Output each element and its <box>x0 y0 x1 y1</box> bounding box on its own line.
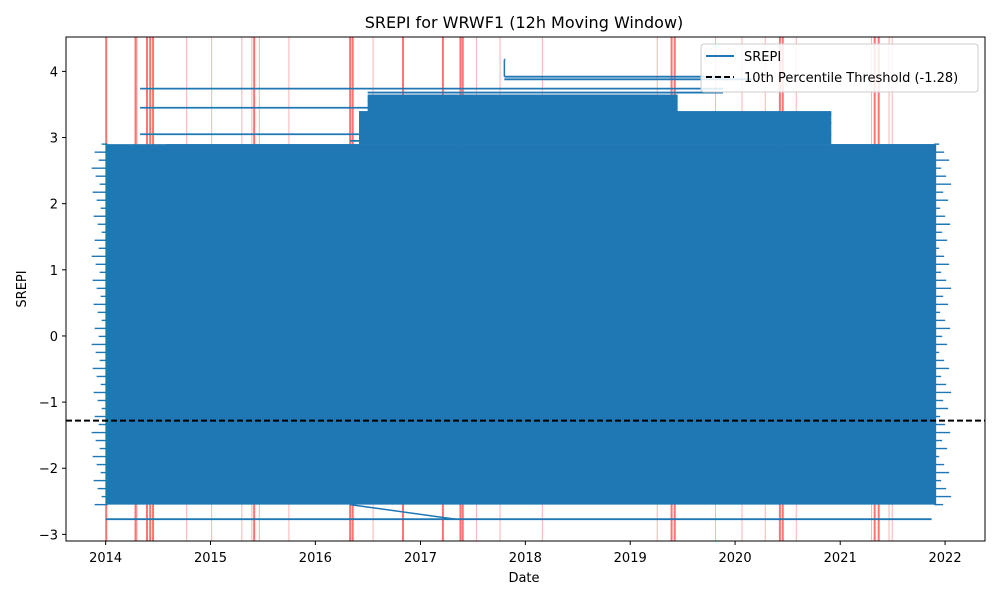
legend: SREPI 10th Percentile Threshold (-1.28) <box>700 43 979 93</box>
srepi-block-2 <box>166 144 936 158</box>
x-axis: 2014 2015 2016 2017 2018 2019 2020 2021 2022 <box>89 541 962 566</box>
y-tick-label-2: −1 <box>39 396 58 411</box>
x-tick-label-1: 2015 <box>194 551 227 566</box>
y-tick-label-6: 3 <box>50 132 58 147</box>
y-tick-label-0: −3 <box>39 528 58 543</box>
srepi-dense-band <box>105 144 937 505</box>
legend-label-srepi: SREPI <box>744 50 781 65</box>
srepi-diagonal <box>350 503 456 520</box>
y-axis: −3 −2 −1 0 1 2 3 4 <box>39 65 66 543</box>
y-tick-label-5: 2 <box>50 198 58 213</box>
x-axis-label: Date <box>508 571 539 586</box>
chart-title: SREPI for WRWF1 (12h Moving Window) <box>365 13 684 32</box>
x-tick-label-8: 2022 <box>929 551 962 566</box>
x-tick-label-0: 2014 <box>89 551 122 566</box>
y-tick-label-4: 1 <box>50 264 58 279</box>
y-tick-label-7: 4 <box>50 65 58 80</box>
x-tick-label-4: 2018 <box>509 551 542 566</box>
x-tick-label-6: 2020 <box>719 551 752 566</box>
y-tick-label-1: −2 <box>39 462 58 477</box>
srepi-block-1 <box>359 111 832 145</box>
x-tick-label-7: 2021 <box>824 551 857 566</box>
x-tick-label-2: 2016 <box>299 551 332 566</box>
x-tick-label-3: 2017 <box>404 551 437 566</box>
legend-label-threshold: 10th Percentile Threshold (-1.28) <box>744 71 958 86</box>
x-tick-label-5: 2019 <box>614 551 647 566</box>
y-tick-label-3: 0 <box>50 330 58 345</box>
y-axis-label: SREPI <box>15 270 30 307</box>
legend-box <box>700 43 979 93</box>
